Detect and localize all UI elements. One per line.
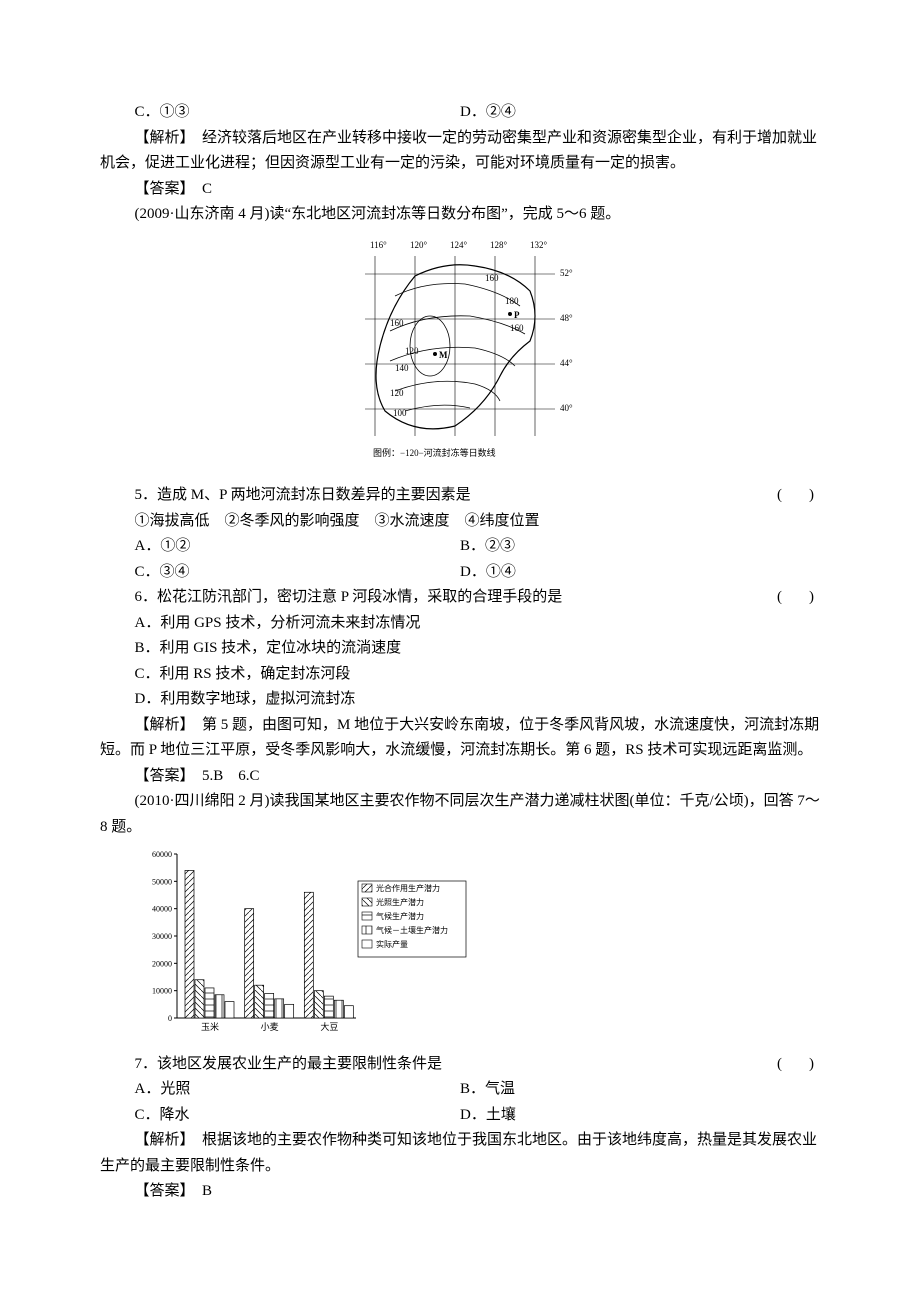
q5-stem: 5．造成 M、P 两地河流封冻日数差异的主要因素是 ( ) <box>100 483 820 509</box>
ans56-analysis: 【解析】 第 5 题，由图可知，M 地位于大兴安岭东南坡，位于冬季风背风坡，水流… <box>100 713 820 764</box>
lon-label: 128° <box>490 240 508 250</box>
bar-chart: 0 10000 20000 30000 40000 50000 60000 玉米 小麦 大豆 光合作… <box>135 846 821 1046</box>
svg-text:30000: 30000 <box>152 932 172 941</box>
map-caption: 图例：−120−河流封冻等日数线 <box>373 447 496 458</box>
q6-stem-text: 6．松花江防汛部门，密切注意 P 河段冰情，采取的合理手段的是 <box>135 589 563 605</box>
svg-text:小麦: 小麦 <box>260 1021 278 1032</box>
iso-label: 100 <box>393 408 407 418</box>
svg-text:光合作用生产潜力: 光合作用生产潜力 <box>376 883 440 893</box>
svg-text:气候－土壤生产潜力: 气候－土壤生产潜力 <box>376 925 448 935</box>
lat-label: 40° <box>560 403 573 413</box>
q7-a: A．光照 <box>100 1077 460 1103</box>
iso-label: 160 <box>485 273 499 283</box>
opt-d: D．②④ <box>460 100 820 126</box>
q7-paren: ( ) <box>743 1052 821 1078</box>
svg-text:20000: 20000 <box>152 959 172 968</box>
svg-text:气候生产潜力: 气候生产潜力 <box>376 911 424 921</box>
lat-label: 52° <box>560 268 573 278</box>
svg-text:40000: 40000 <box>152 905 172 914</box>
ans56-answer: 【答案】 5.B 6.C <box>100 764 820 790</box>
stem-7-8: (2010·四川绵阳 2 月)读我国某地区主要农作物不同层次生产潜力递减柱状图(… <box>100 789 820 840</box>
point-p <box>508 312 512 316</box>
q5-c: C．③④ <box>100 560 460 586</box>
q5-a: A．①② <box>100 534 460 560</box>
lat-label: 48° <box>560 313 573 323</box>
q6-a: A．利用 GPS 技术，分析河流未来封冻情况 <box>100 611 820 637</box>
iso-label: 180 <box>505 296 519 306</box>
lon-label: 116° <box>370 240 387 250</box>
q7-analysis: 【解析】 根据该地的主要农作物种类可知该地位于我国东北地区。由于该地纬度高，热量… <box>100 1128 820 1179</box>
iso-label: 120 <box>405 346 419 356</box>
lon-label: 124° <box>450 240 468 250</box>
iso-label: 160 <box>510 323 524 333</box>
lon-label: 132° <box>530 240 548 250</box>
q5-paren: ( ) <box>743 483 821 509</box>
svg-text:光照生产潜力: 光照生产潜力 <box>376 897 424 907</box>
q6-b: B．利用 GIS 技术，定位冰块的流淌速度 <box>100 636 820 662</box>
svg-text:玉米: 玉米 <box>200 1021 218 1032</box>
opt-c: C．①③ <box>100 100 460 126</box>
map-figure: 116° 120° 124° 128° 132° 52° 48° 44° 40°… <box>335 236 585 476</box>
map-bg <box>335 236 585 466</box>
point-m <box>433 352 437 356</box>
q7-answer: 【答案】 B <box>100 1179 820 1205</box>
q5-row-cd: C．③④ D．①④ <box>100 560 820 586</box>
lat-label: 44° <box>560 358 573 368</box>
iso-label: 140 <box>395 363 409 373</box>
q5-row-ab: A．①② B．②③ <box>100 534 820 560</box>
svg-text:60000: 60000 <box>152 850 172 859</box>
q6-paren: ( ) <box>743 585 821 611</box>
iso-label: 160 <box>390 318 404 328</box>
lon-label: 120° <box>410 240 428 250</box>
q-prev-analysis: 【解析】 经济较落后地区在产业转移中接收一定的劳动密集型产业和资源密集型企业，有… <box>100 126 820 177</box>
q5-d: D．①④ <box>460 560 820 586</box>
q6-stem: 6．松花江防汛部门，密切注意 P 河段冰情，采取的合理手段的是 ( ) <box>100 585 820 611</box>
q5-b: B．②③ <box>460 534 820 560</box>
q6-d: D．利用数字地球，虚拟河流封冻 <box>100 687 820 713</box>
q7-row-cd: C．降水 D．土壤 <box>100 1103 820 1129</box>
q7-stem: 7．该地区发展农业生产的最主要限制性条件是 ( ) <box>100 1052 820 1078</box>
q-prev-options-cd: C．①③ D．②④ <box>100 100 820 126</box>
stem-5-6: (2009·山东济南 4 月)读“东北地区河流封冻等日数分布图”，完成 5～6 … <box>100 202 820 228</box>
q5-stem-text: 5．造成 M、P 两地河流封冻日数差异的主要因素是 <box>135 487 471 503</box>
label-m: M <box>439 350 448 360</box>
q6-c: C．利用 RS 技术，确定封冻河段 <box>100 662 820 688</box>
svg-text:50000: 50000 <box>152 877 172 886</box>
q5-sub: ①海拔高低 ②冬季风的影响强度 ③水流速度 ④纬度位置 <box>100 509 820 535</box>
iso-label: 120 <box>390 388 404 398</box>
svg-text:大豆: 大豆 <box>320 1021 338 1032</box>
q7-row-ab: A．光照 B．气温 <box>100 1077 820 1103</box>
svg-text:10000: 10000 <box>152 987 172 996</box>
q7-stem-text: 7．该地区发展农业生产的最主要限制性条件是 <box>135 1056 443 1072</box>
svg-text:0: 0 <box>168 1014 172 1023</box>
label-p: P <box>514 310 520 320</box>
q-prev-answer: 【答案】 C <box>100 177 820 203</box>
q7-c: C．降水 <box>100 1103 460 1129</box>
svg-text:实际产量: 实际产量 <box>376 939 408 949</box>
q7-d: D．土壤 <box>460 1103 820 1129</box>
q7-b: B．气温 <box>460 1077 820 1103</box>
